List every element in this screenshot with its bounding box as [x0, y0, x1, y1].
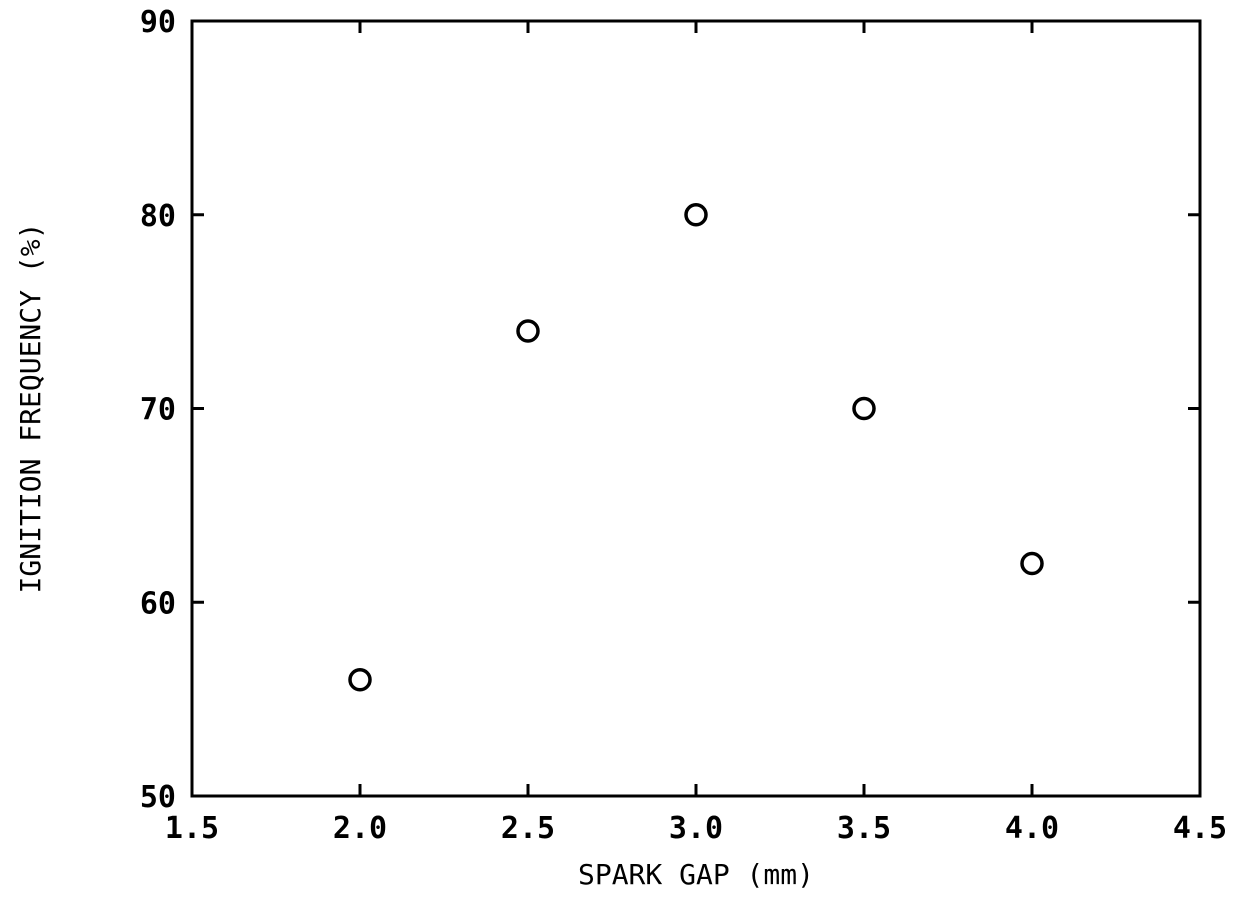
data-points [348, 203, 1044, 692]
axis-ticks [190, 19, 1202, 798]
y-tick-label: 80 [140, 199, 176, 234]
data-point [348, 668, 372, 692]
x-tick-label: 3.5 [837, 811, 891, 846]
data-point [684, 203, 708, 227]
data-point [516, 319, 540, 343]
y-tick-label: 90 [140, 5, 176, 40]
y-tick-label: 60 [140, 586, 176, 621]
data-point [852, 396, 876, 421]
plot-frame [190, 19, 1202, 798]
y-tick-label: 50 [140, 780, 176, 815]
y-tick-labels: 50 60 70 80 90 [140, 5, 176, 815]
x-tick-label: 1.5 [165, 811, 219, 846]
x-tick-label: 2.0 [333, 811, 387, 846]
x-tick-label: 3.0 [669, 811, 723, 846]
x-tick-label: 4.0 [1005, 811, 1059, 846]
data-point [1020, 551, 1044, 576]
x-tick-label: 4.5 [1173, 811, 1227, 846]
y-tick-label: 70 [140, 393, 176, 428]
y-axis-title: IGNITION FREQUENCY (%) [14, 223, 47, 594]
x-axis-title: SPARK GAP (mm) [578, 858, 814, 891]
x-tick-label: 2.5 [501, 811, 555, 846]
x-tick-labels: 1.5 2.0 2.5 3.0 3.5 4.0 4.5 [165, 811, 1227, 846]
